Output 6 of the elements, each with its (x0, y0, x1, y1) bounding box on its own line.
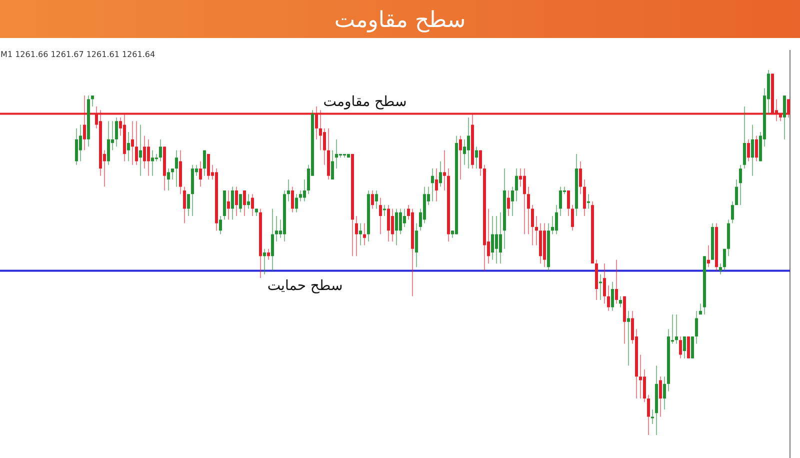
candlestick (687, 336, 690, 359)
ref-line-label: سطح حمایت (267, 278, 343, 294)
text: ,M1 1261.66 1261.67 1261.61 1261.64 (0, 50, 156, 59)
chart-title: سطح مقاومت (334, 8, 466, 33)
candlestick (691, 336, 694, 359)
ref-line-label: سطح مقاومت (323, 94, 407, 110)
